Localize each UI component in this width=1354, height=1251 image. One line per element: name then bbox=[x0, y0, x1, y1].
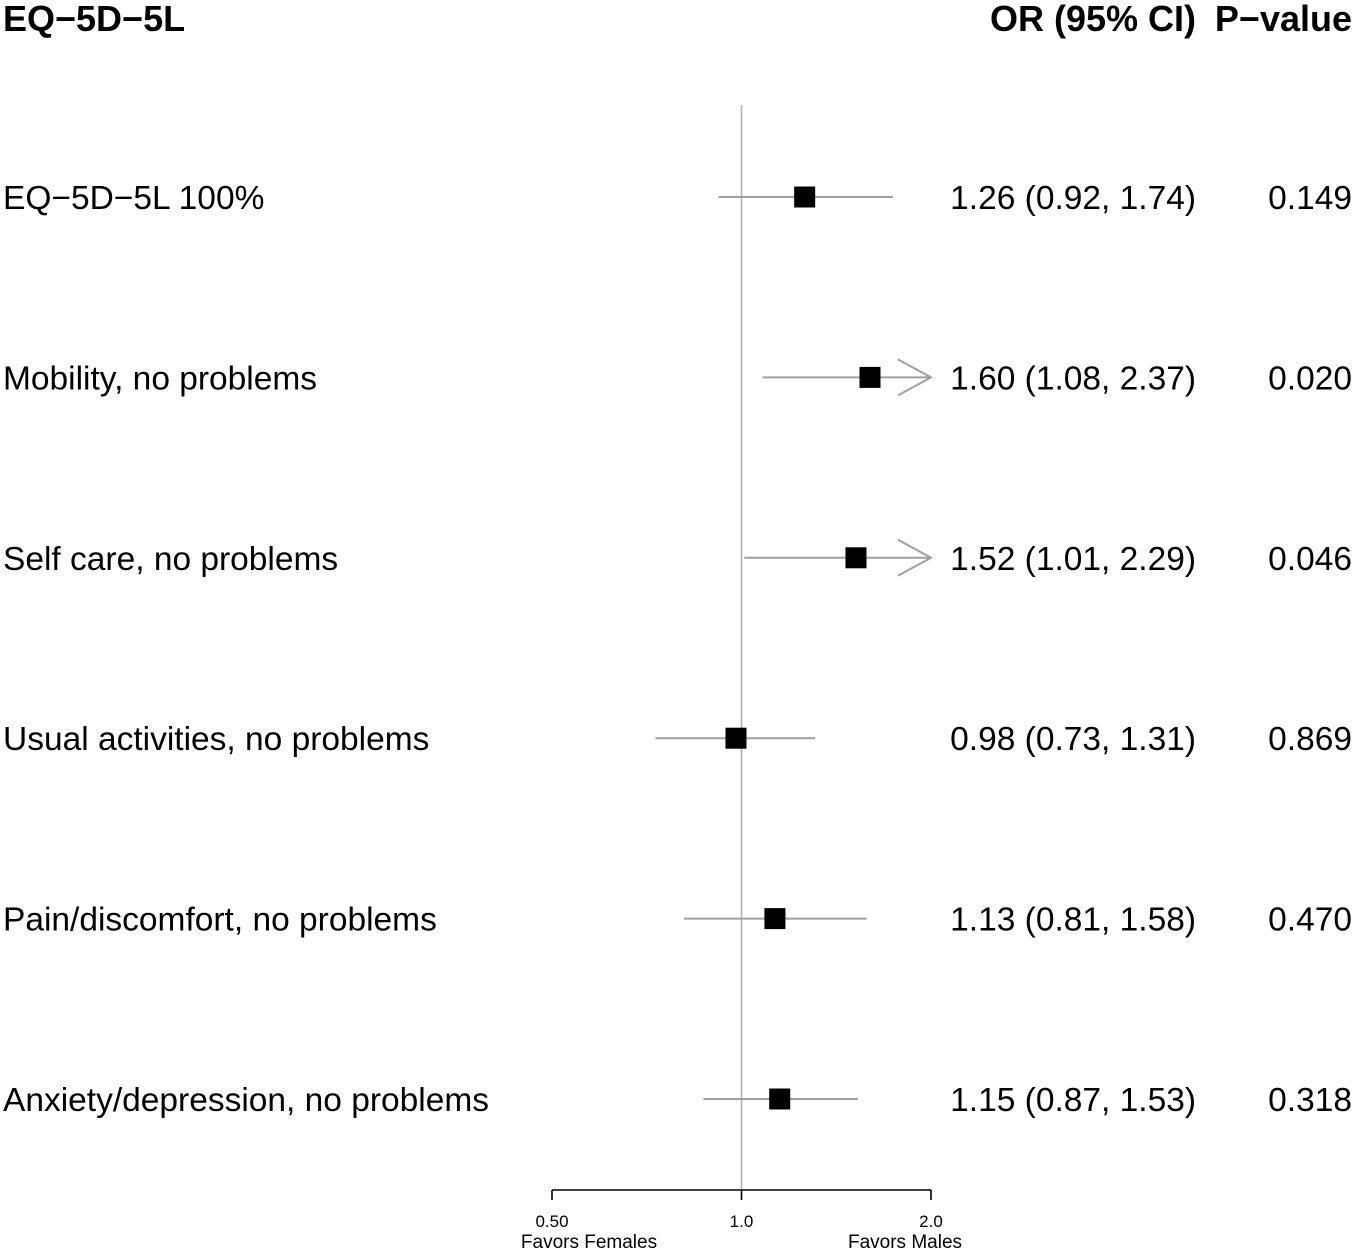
or-marker bbox=[725, 727, 747, 749]
forest-row: Usual activities, no problems 0.98 (0.73,… bbox=[3, 721, 1352, 758]
forest-row: Mobility, no problems 1.60 (1.08, 2.37) 0.… bbox=[3, 358, 1352, 397]
or-marker bbox=[794, 186, 816, 208]
forest-rows: EQ−5D−5L 100% 1.26 (0.92, 1.74) 0.149 Mobil… bbox=[3, 180, 1352, 1119]
forest-row: Self care, no problems 1.52 (1.01, 2.29) 0… bbox=[3, 538, 1352, 578]
outcome-column-header: EQ−5D−5L bbox=[3, 0, 185, 39]
or-marker bbox=[769, 1088, 791, 1110]
forest-row: Anxiety/depression, no problems 1.15 (0.8… bbox=[3, 1082, 1352, 1119]
p-value-column-header: P−value bbox=[1215, 0, 1352, 39]
forest-row: EQ−5D−5L 100% 1.26 (0.92, 1.74) 0.149 bbox=[3, 180, 1352, 217]
favors-males-label: Favors Males bbox=[848, 1232, 962, 1251]
x-tick-label: 2.0 bbox=[919, 1212, 943, 1231]
ci-upper-arrow-icon bbox=[897, 538, 934, 577]
or-ci-text: 1.26 (0.92, 1.74) bbox=[950, 180, 1196, 217]
ci-upper-arrow-icon bbox=[897, 358, 934, 397]
x-tick-label: 1.0 bbox=[730, 1212, 754, 1231]
or-ci-text: 1.52 (1.01, 2.29) bbox=[950, 541, 1196, 578]
favors-females-label: Favors Females bbox=[521, 1232, 657, 1251]
row-label: Usual activities, no problems bbox=[3, 721, 429, 758]
or-ci-text: 0.98 (0.73, 1.31) bbox=[950, 721, 1196, 758]
forest-row: Pain/discomfort, no problems 1.13 (0.81, … bbox=[3, 902, 1352, 939]
p-value-text: 0.318 bbox=[1268, 1082, 1352, 1119]
or-marker bbox=[845, 547, 867, 569]
or-marker bbox=[764, 908, 786, 930]
row-label: Self care, no problems bbox=[3, 541, 338, 578]
or-ci-text: 1.13 (0.81, 1.58) bbox=[950, 902, 1196, 939]
x-tick-label: 0.50 bbox=[535, 1212, 568, 1231]
x-axis: 0.50 1.0 2.0 Favors Females Favors Males bbox=[521, 1189, 962, 1251]
p-value-text: 0.869 bbox=[1268, 721, 1352, 758]
or-ci-text: 1.60 (1.08, 2.37) bbox=[950, 360, 1196, 397]
or-column-header: OR (95% CI) bbox=[990, 0, 1196, 39]
or-marker bbox=[859, 366, 881, 388]
or-ci-text: 1.15 (0.87, 1.53) bbox=[950, 1082, 1196, 1119]
row-label: Mobility, no problems bbox=[3, 360, 317, 397]
p-value-text: 0.046 bbox=[1268, 541, 1352, 578]
row-label: EQ−5D−5L 100% bbox=[3, 180, 264, 217]
row-label: Anxiety/depression, no problems bbox=[3, 1082, 489, 1119]
row-label: Pain/discomfort, no problems bbox=[3, 902, 437, 939]
p-value-text: 0.020 bbox=[1268, 360, 1352, 397]
p-value-text: 0.470 bbox=[1268, 902, 1352, 939]
p-value-text: 0.149 bbox=[1268, 180, 1352, 217]
